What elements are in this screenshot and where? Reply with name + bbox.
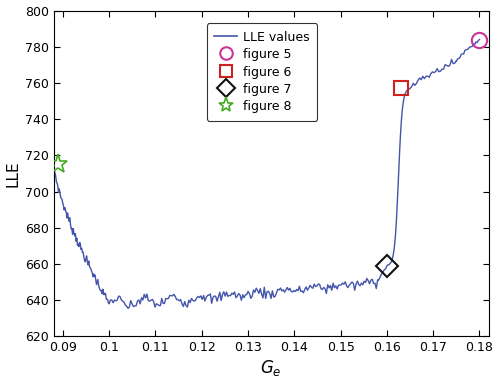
Legend: LLE values, figure 5, figure 6, figure 7, figure 8: LLE values, figure 5, figure 6, figure 7…	[207, 23, 317, 121]
X-axis label: $G_e$: $G_e$	[260, 358, 282, 379]
Y-axis label: LLE: LLE	[6, 160, 20, 187]
